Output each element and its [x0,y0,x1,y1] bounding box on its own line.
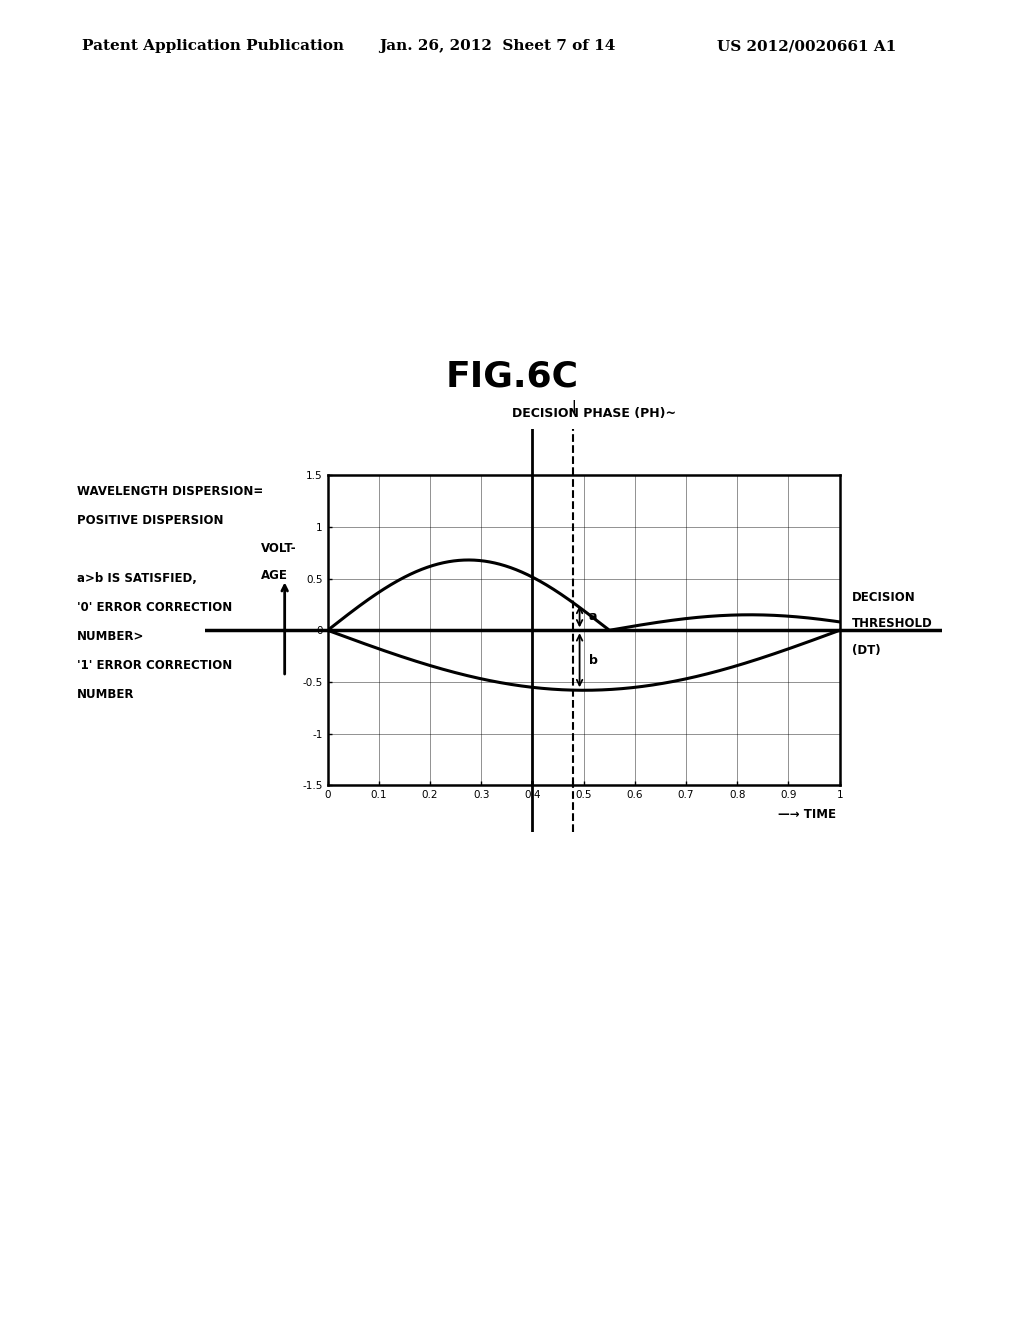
Text: (DT): (DT) [852,644,881,656]
Text: a: a [589,610,597,623]
Text: DECISION PHASE (PH)~: DECISION PHASE (PH)~ [512,407,676,420]
Text: a>b IS SATISFIED,: a>b IS SATISFIED, [77,572,197,585]
Text: AGE: AGE [261,569,288,582]
Text: Jan. 26, 2012  Sheet 7 of 14: Jan. 26, 2012 Sheet 7 of 14 [379,40,615,53]
Text: POSITIVE DISPERSION: POSITIVE DISPERSION [77,513,223,527]
Text: US 2012/0020661 A1: US 2012/0020661 A1 [717,40,896,53]
Text: DECISION: DECISION [852,591,915,603]
Text: '1' ERROR CORRECTION: '1' ERROR CORRECTION [77,659,232,672]
Text: THRESHOLD: THRESHOLD [852,618,933,630]
Text: —→ TIME: —→ TIME [778,808,837,821]
Text: NUMBER: NUMBER [77,688,134,701]
Text: NUMBER>: NUMBER> [77,630,144,643]
Text: VOLT-: VOLT- [261,543,297,556]
Text: '0' ERROR CORRECTION: '0' ERROR CORRECTION [77,601,232,614]
Text: |: | [571,400,575,413]
Text: FIG.6C: FIG.6C [445,359,579,393]
Text: Patent Application Publication: Patent Application Publication [82,40,344,53]
Text: WAVELENGTH DISPERSION=: WAVELENGTH DISPERSION= [77,484,263,498]
Text: b: b [589,653,598,667]
